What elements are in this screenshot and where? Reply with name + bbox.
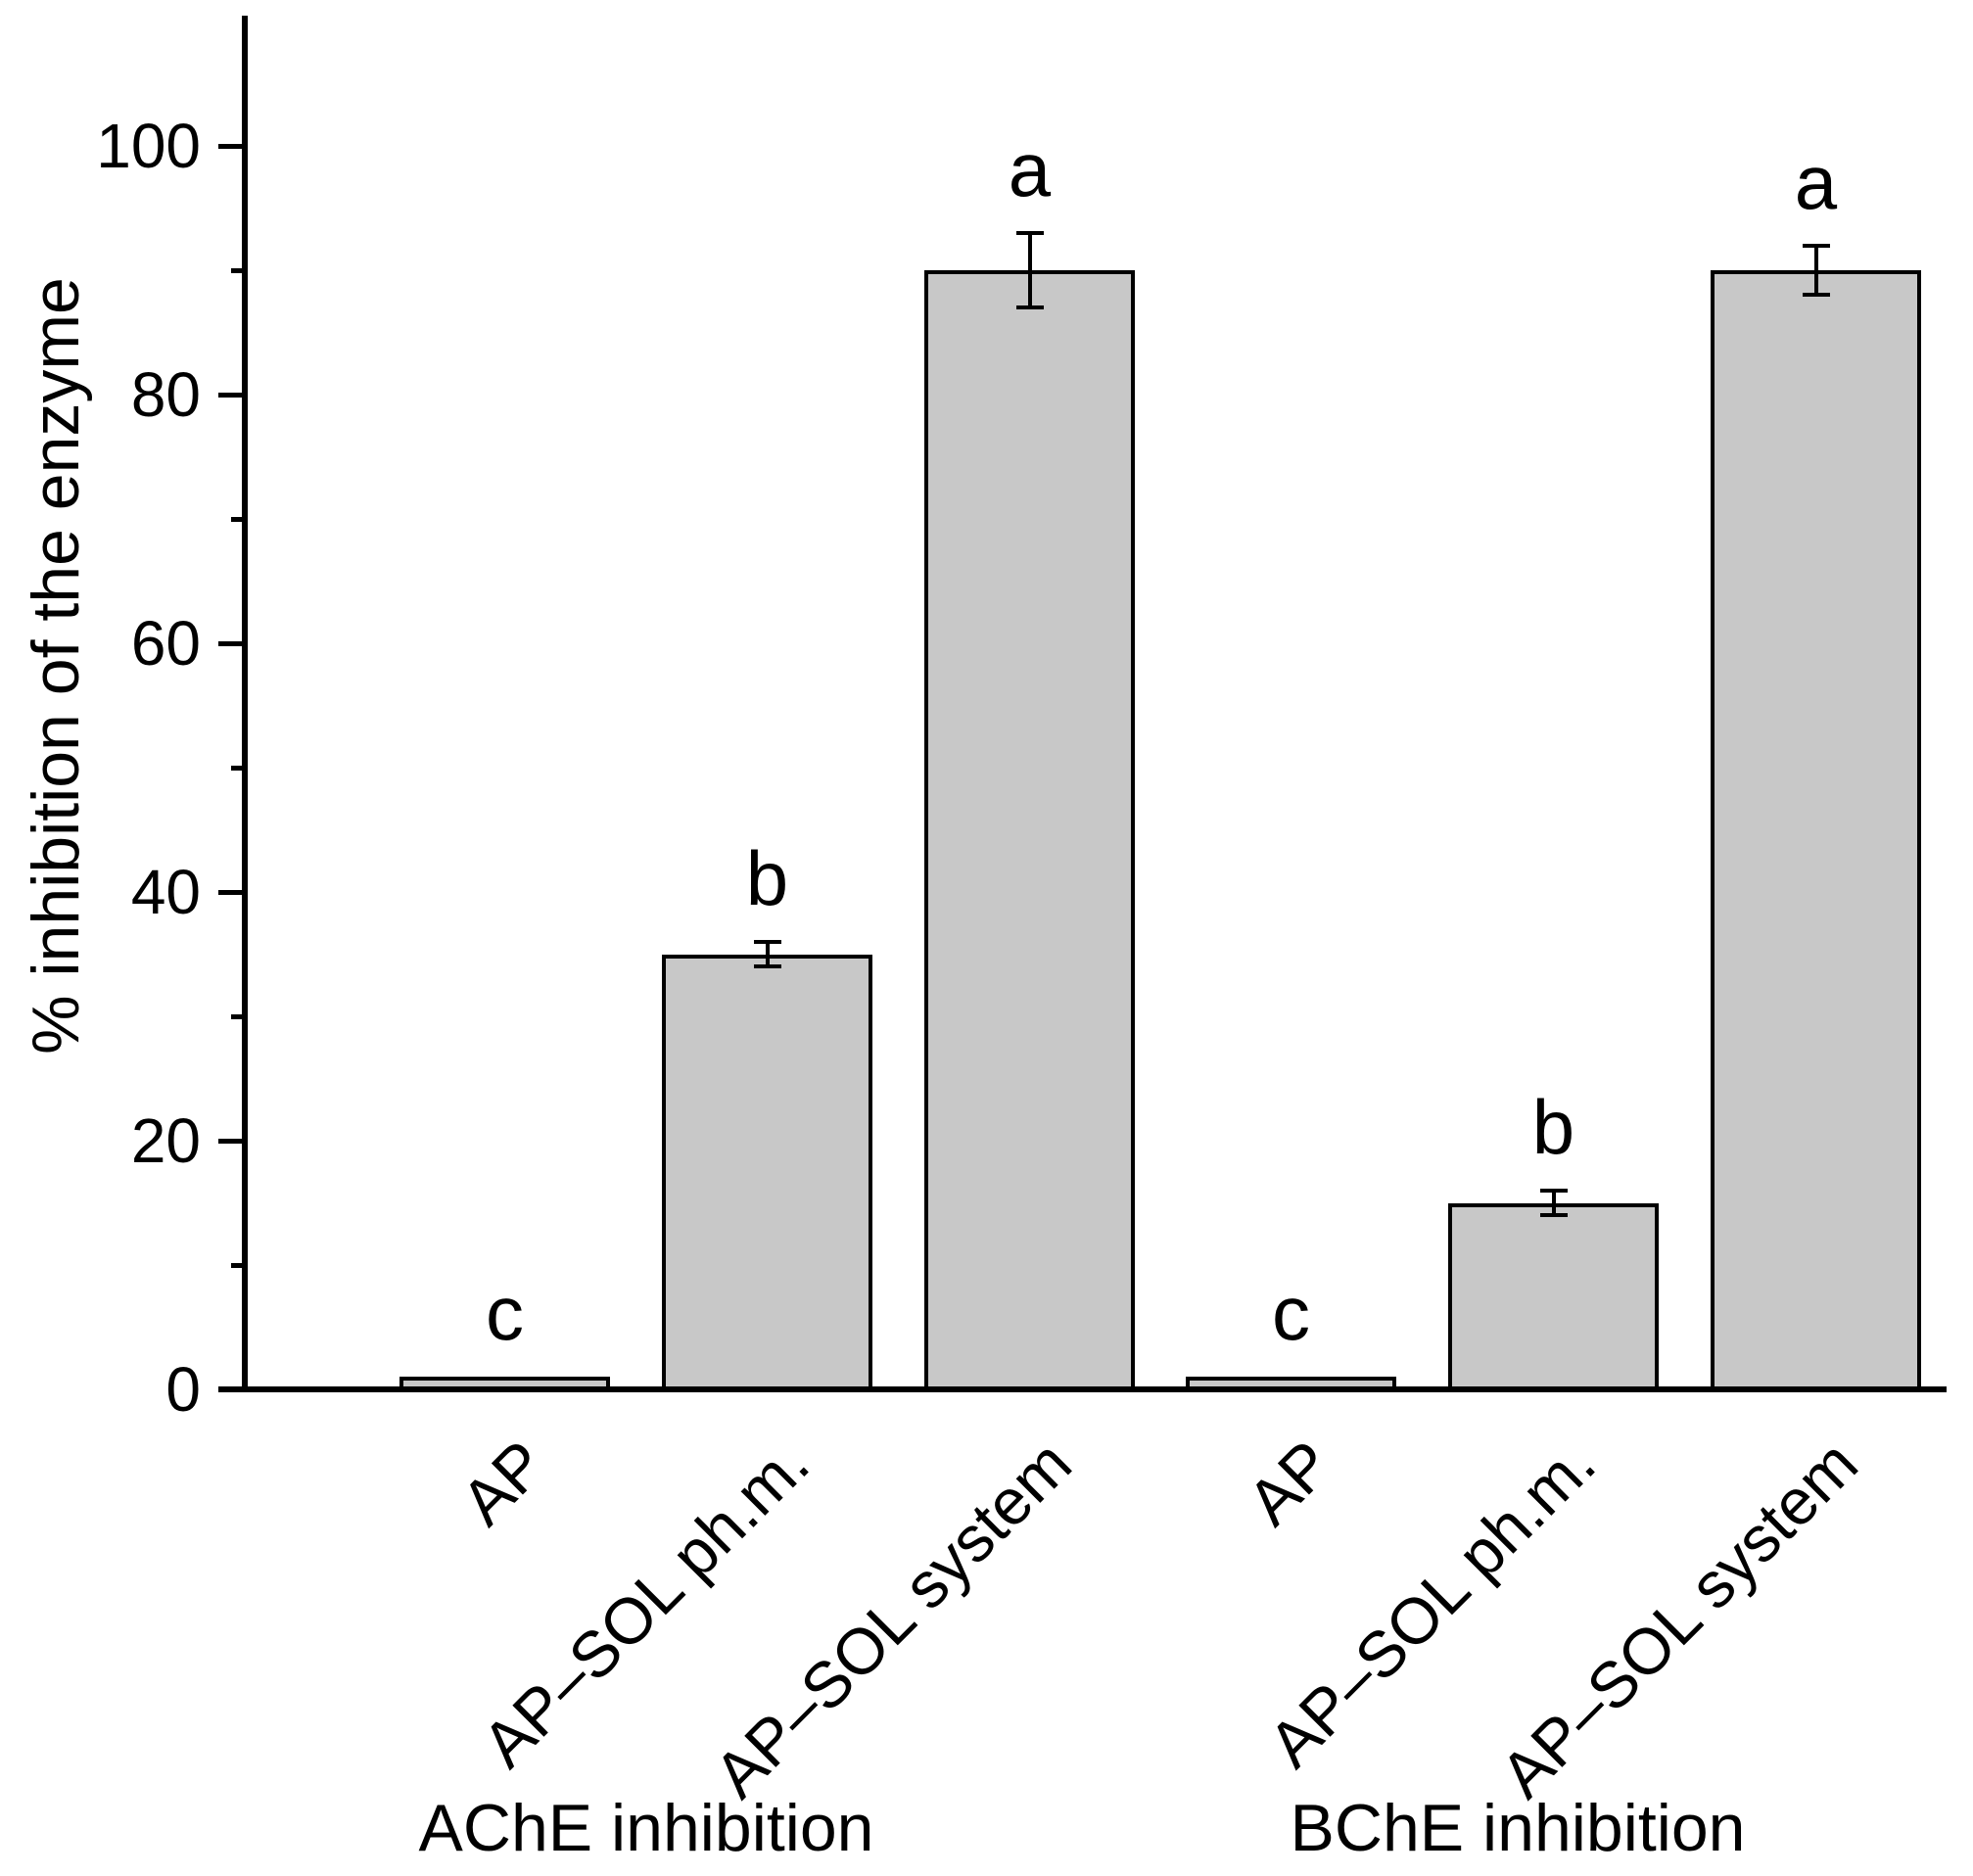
significance-letter: b: [745, 835, 789, 921]
y-axis-major-tick: [218, 890, 245, 895]
error-bar-cap-bottom: [1802, 293, 1830, 297]
error-bar-cap-top: [1802, 244, 1830, 248]
bar: [662, 955, 872, 1392]
error-bar-line: [1027, 233, 1032, 307]
error-bar-cap-bottom: [1015, 305, 1044, 309]
y-axis-major-tick: [218, 393, 245, 398]
y-axis-tick-label: 40: [130, 857, 201, 927]
y-axis-tick-label: 20: [130, 1105, 201, 1176]
error-bar-line: [1813, 246, 1818, 295]
error-bar-cap-top: [753, 940, 781, 944]
y-axis-minor-tick: [231, 268, 245, 273]
y-axis-minor-tick: [231, 1263, 245, 1268]
significance-letter: a: [1794, 139, 1838, 225]
bar: [1448, 1203, 1659, 1392]
error-bar-cap-bottom: [753, 964, 781, 968]
significance-letter: b: [1531, 1084, 1575, 1170]
y-axis-tick-label: 0: [165, 1354, 201, 1425]
y-axis-major-tick: [218, 144, 245, 149]
y-axis-tick-label: 60: [130, 608, 201, 679]
y-axis-minor-tick: [231, 517, 245, 522]
group-label: AChE inhibition: [418, 1791, 874, 1865]
x-axis-line: [218, 1386, 1947, 1392]
y-axis-major-tick: [218, 641, 245, 646]
y-axis-major-tick: [218, 1139, 245, 1144]
y-axis-minor-tick: [231, 766, 245, 771]
group-label: BChE inhibition: [1290, 1791, 1746, 1865]
error-bar-cap-bottom: [1539, 1213, 1568, 1217]
error-bar-line: [1551, 1191, 1556, 1215]
y-axis-tick-label: 80: [130, 359, 201, 430]
error-bar-line: [765, 942, 770, 966]
y-axis-line: [242, 16, 248, 1392]
significance-letter: c: [486, 1270, 524, 1356]
category-label: AP: [447, 1426, 560, 1539]
bar: [924, 270, 1135, 1392]
error-bar-cap-top: [1539, 1189, 1568, 1193]
significance-letter: a: [1008, 126, 1052, 212]
y-axis-minor-tick: [231, 1014, 245, 1019]
y-axis-tick-label: 100: [96, 111, 201, 181]
significance-letter: c: [1272, 1270, 1310, 1356]
category-label: AP: [1234, 1426, 1346, 1539]
error-bar-cap-top: [1015, 231, 1044, 235]
bar: [1711, 270, 1921, 1392]
